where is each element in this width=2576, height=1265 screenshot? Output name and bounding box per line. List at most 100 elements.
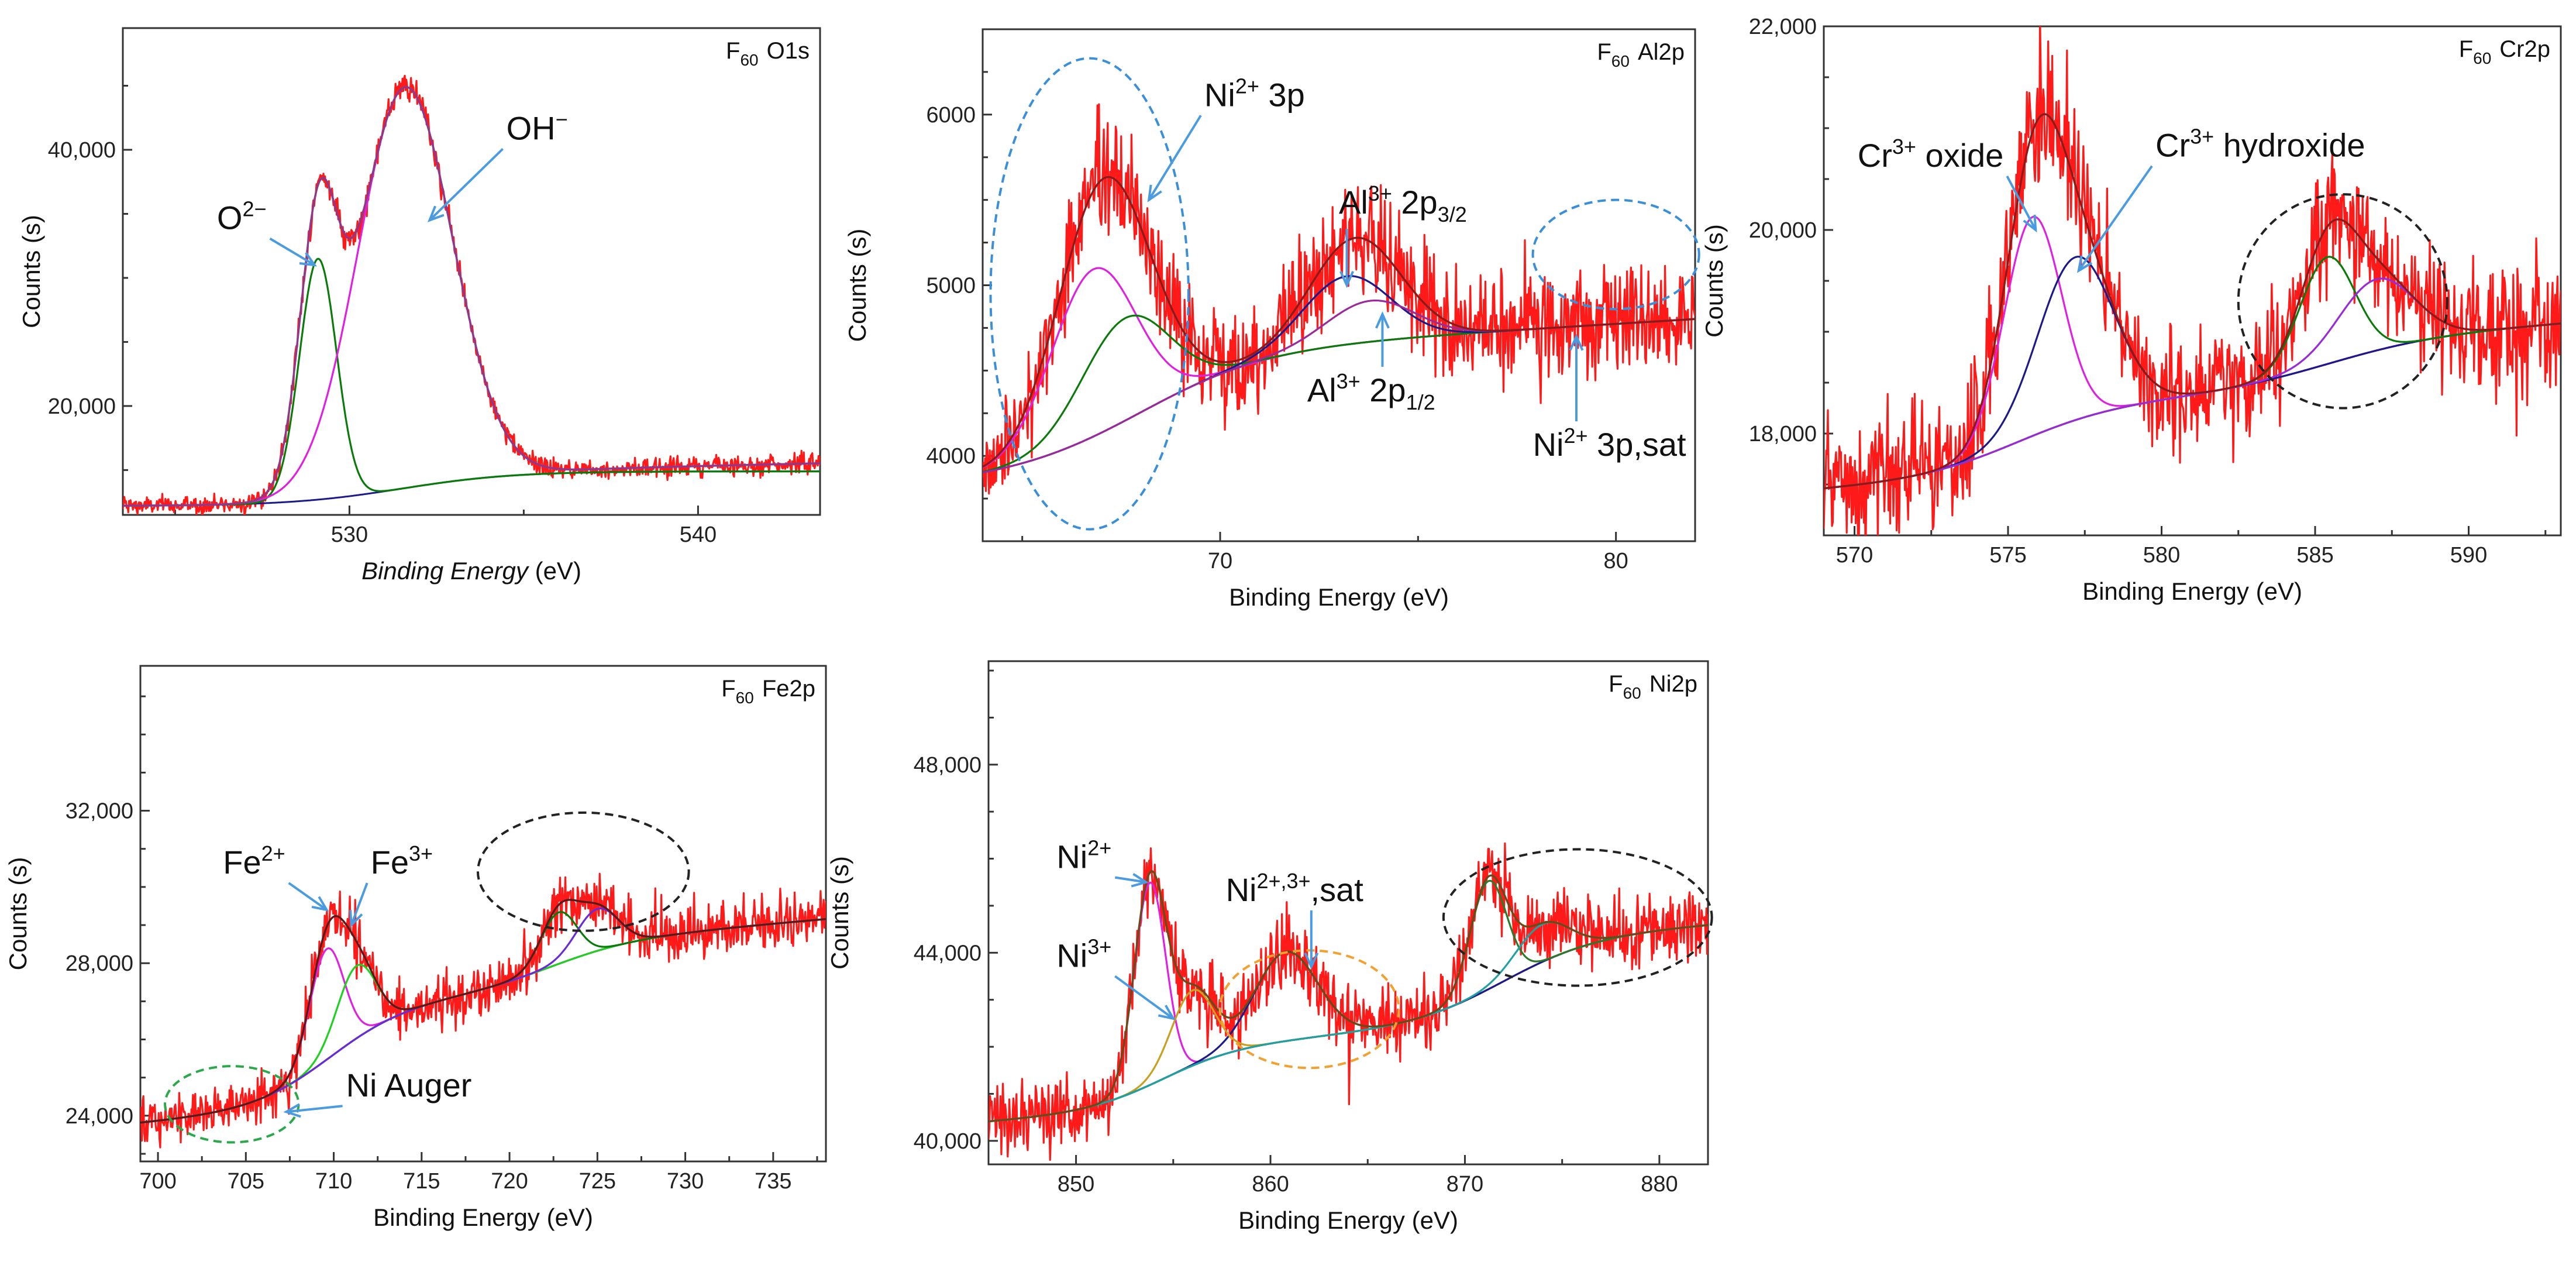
- y-tick-label: 6000: [926, 103, 976, 128]
- annotation-arrow-line: [1114, 876, 1146, 884]
- plot-area: [1824, 26, 2561, 535]
- y-tick-label: 44,000: [914, 941, 982, 965]
- annotation-label: Fe2+: [223, 841, 285, 881]
- annotation-arrow-head: [427, 205, 445, 222]
- raw-data-series: [989, 842, 1708, 1161]
- annotation-arrow-head: [2023, 214, 2037, 233]
- y-tick-label: 5000: [926, 274, 976, 298]
- highlight-ellipse: [1442, 848, 1713, 987]
- component-peak-oh-: [123, 86, 820, 507]
- panel-tag: F60 Ni2p: [1609, 671, 1697, 702]
- annotation-arrow-line: [2078, 165, 2153, 271]
- y-tick-label: 20,000: [48, 394, 116, 419]
- x-tick-label: 580: [2143, 543, 2180, 568]
- annotation-arrow-head: [1131, 873, 1149, 888]
- x-tick-label: 880: [1641, 1172, 1678, 1197]
- plot-area: [140, 872, 826, 1149]
- x-tick-label: 80: [1604, 549, 1628, 573]
- annotation-label: Ni3+: [1056, 934, 1111, 974]
- y-tick-label: 24,000: [66, 1104, 133, 1129]
- annotation-arrow-head: [1304, 952, 1319, 970]
- annotation-arrow-head: [1375, 311, 1390, 329]
- x-axis-label: Binding Energy (eV): [373, 1204, 593, 1231]
- annotation-label: Ni2+ 3p: [1204, 74, 1305, 113]
- y-axis-label: Counts (s): [4, 857, 32, 971]
- x-axis-label: Binding Energy (eV): [2082, 578, 2302, 605]
- envelope-fit-series: [123, 86, 820, 507]
- y-axis-label: Counts (s): [18, 215, 45, 328]
- x-tick-label: 540: [680, 522, 717, 547]
- x-tick-label: 725: [579, 1169, 616, 1194]
- x-tick-label: 710: [315, 1169, 352, 1194]
- annotation-arrow-head: [1158, 1005, 1176, 1020]
- x-tick-label: 850: [1058, 1172, 1094, 1197]
- y-tick-label: 28,000: [66, 951, 133, 976]
- x-tick-label: 700: [139, 1169, 176, 1194]
- background-series: [123, 470, 820, 507]
- component-peak-o2-: [123, 257, 820, 507]
- annotation-arrow-head: [311, 896, 329, 912]
- component-peak-cr-sat-2: [1824, 277, 2561, 490]
- x-tick-label: 575: [1989, 543, 2026, 568]
- panel-ni2p: 850 860 870 880 40,000 44,000 48,000 Binding En…: [826, 660, 1713, 1234]
- plot-area: [989, 842, 1708, 1161]
- plot-frame: [1823, 25, 2562, 537]
- x-tick-label: 730: [667, 1169, 704, 1194]
- plot-frame: [987, 660, 1709, 1166]
- annotation-arrow-head: [283, 1103, 301, 1118]
- envelope-fit-series: [1824, 113, 2561, 490]
- panel-al2p: 70 80 4000 5000 6000 Binding Energy (eV) Count…: [843, 28, 1700, 611]
- y-tick-label: 18,000: [1749, 422, 1817, 446]
- annotation-arrow-line: [429, 148, 504, 221]
- x-tick-label: 590: [2450, 543, 2487, 568]
- y-tick-label: 40,000: [48, 138, 116, 163]
- x-axis-label: Binding Energy (eV): [1238, 1206, 1458, 1234]
- annotation-label: Cr3+ hydroxide: [2155, 125, 2365, 164]
- y-tick-label: 48,000: [914, 753, 982, 778]
- panel-o1s: 530 540 20,000 40,000 Binding Energy (eV) Cou…: [18, 27, 821, 585]
- envelope-fit-series: [983, 176, 1695, 468]
- x-tick-label: 860: [1252, 1172, 1289, 1197]
- panel-tag: F60 O1s: [726, 38, 810, 69]
- annotation-arrow-line: [286, 1105, 343, 1113]
- annotation-arrow-head: [1569, 334, 1584, 351]
- plot-frame: [982, 28, 1696, 542]
- x-tick-label: 720: [491, 1169, 528, 1194]
- x-tick-label: 735: [755, 1169, 791, 1194]
- envelope-fit-series: [989, 870, 1708, 1123]
- annotation-arrow-line: [288, 882, 328, 911]
- raw-data-series: [140, 872, 826, 1149]
- annotation-label: Fe3+: [371, 841, 433, 881]
- y-tick-label: 40,000: [914, 1129, 982, 1154]
- x-tick-label: 705: [228, 1169, 264, 1194]
- annotation-label: OH−: [507, 107, 568, 146]
- panel-tag: F60 Cr2p: [2459, 36, 2550, 67]
- panel-tag: F60 Al2p: [1597, 39, 1685, 70]
- highlight-ellipse: [476, 811, 690, 932]
- plot-frame: [122, 27, 821, 516]
- envelope-fit-series: [140, 899, 826, 1124]
- highlight-ellipse: [989, 57, 1190, 531]
- raw-data-series: [1824, 26, 2561, 535]
- x-tick-label: 715: [403, 1169, 440, 1194]
- y-tick-label: 4000: [926, 444, 976, 469]
- plot-area: [123, 74, 820, 515]
- annotation-label: Ni Auger: [346, 1067, 472, 1104]
- x-tick-label: 870: [1447, 1172, 1483, 1197]
- annotation-arrow-head: [1147, 184, 1162, 202]
- annotation-arrow-head: [2076, 255, 2093, 273]
- x-tick-label: 530: [331, 522, 368, 547]
- y-axis-label: Counts (s): [1700, 224, 1728, 338]
- annotation-arrow-head: [299, 252, 318, 267]
- annotation-arrow-line: [350, 882, 369, 926]
- highlight-ellipse: [2237, 193, 2448, 410]
- y-tick-label: 32,000: [66, 799, 133, 824]
- annotation-arrow-line: [269, 238, 315, 266]
- y-axis-label: Counts (s): [826, 856, 853, 970]
- annotation-label: Ni2+: [1056, 836, 1111, 875]
- annotation-arrow-line: [1148, 115, 1202, 201]
- highlight-ellipse: [1531, 198, 1700, 311]
- highlight-ellipse: [1218, 949, 1400, 1070]
